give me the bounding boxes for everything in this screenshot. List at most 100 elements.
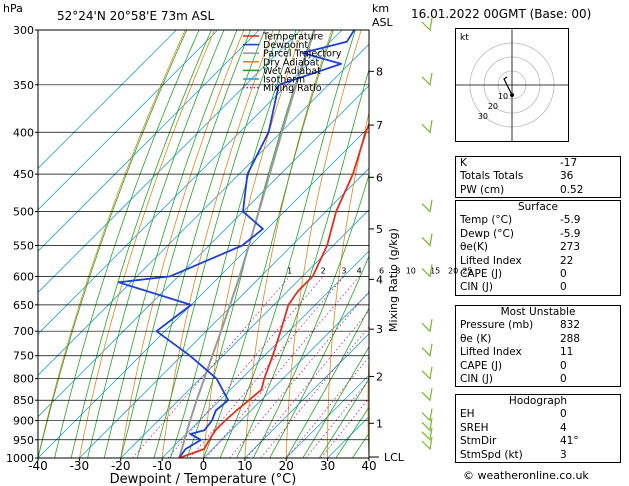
wet-adiabat-line [318,378,369,458]
wind-barb [421,17,433,32]
mixing-ratio-line [286,356,369,458]
isotherm-line [38,30,219,211]
legend-label: Isotherm [263,75,305,86]
hodograph-stats-row: EH 0 [460,408,567,421]
pressure-tick-label: 500 [13,206,34,219]
wind-barb [421,408,433,422]
mixing-ratio-line [167,276,324,458]
index-row: PW (cm) 0.52 [460,183,584,196]
skewt-profiles [117,30,369,458]
wet-adiabat-line [302,345,369,458]
mixing-ratio-label: 6 [379,266,384,275]
index-row: Totals Totals 36 [460,170,574,183]
wind-barb [421,427,433,442]
km-tick-label: 3 [376,323,383,336]
mixing-ratio-label: 1 [287,266,292,275]
most-unstable-box: Most Unstable Pressure (mb) 832 θe (K) 288… [455,305,621,388]
hodograph-stats-title: Hodograph [508,395,568,407]
hodograph-stats-row: SREH 4 [460,421,567,434]
mixing-ratio-axis-label: Mixing Ratio (g/kg) [387,228,400,332]
copyright[interactable]: © weatheronline.co.uk [463,469,589,482]
pressure-tick-label: 950 [13,434,34,447]
isotherm-line [38,30,343,335]
pressure-tick-label: 400 [13,126,34,139]
wind-barbs [421,17,433,451]
mixing-ratio-label: 20 [448,266,458,275]
skewt-axes: 3003504004505005506006507007508008509009… [6,24,383,473]
surface-title: Surface [517,201,558,213]
hodograph-stats-row: StmSpd (kt) 3 [460,448,567,461]
hodograph-ring-label: 30 [478,112,488,121]
km-tick-label: 4 [376,273,383,286]
km-tick-label: 8 [376,65,383,78]
dewpoint-line [117,30,356,458]
x-axis-label: Dewpoint / Temperature (°C) [110,472,297,486]
km-tick-label: 5 [376,223,383,236]
temperature-line [178,121,369,458]
asl-unit-label: ASL [372,16,394,29]
wet-adiabat-line [335,406,369,458]
pressure-unit-label: hPa [3,2,23,15]
km-tick-label: 1 [376,417,383,430]
hodograph-storm-marker [510,93,514,97]
km-tick-label: 6 [376,171,383,184]
pressure-tick-label: 900 [13,415,34,428]
wind-barb [421,199,433,213]
wind-barb [421,120,433,134]
wet-adiabat-line [54,30,200,458]
hodograph-kt-label: kt [460,33,469,43]
isotherm-line [203,291,369,458]
legend-label: Temperature [262,32,323,43]
dry-adiabat-line [203,30,303,458]
wind-barb [421,366,433,380]
mixing-ratio-label: 8 [395,266,400,275]
wind-barb [421,343,433,357]
temperature-tick-label: -40 [28,459,48,473]
pressure-tick-label: 650 [13,299,34,312]
mixing-ratio-label-group: 1 2 3 4 6 8 10 15 20 25 [287,266,472,275]
mixing-ratio-line [246,310,369,458]
isotherm-line [244,333,369,458]
wind-barb [421,264,433,278]
legend-label: Mixing Ratio [263,83,322,94]
surface-row: CAPE (J) 0 [460,268,567,281]
legend-label: Parcel Trajectory [263,49,342,60]
pressure-tick-label: 600 [13,270,34,283]
index-row: K -17 [460,157,578,169]
most-unstable-row: CIN (J) 0 [460,373,567,386]
isotherm-line [38,126,369,458]
mixing-ratio-line [189,276,345,458]
wind-barb [421,418,433,432]
datetime-title: 16.01.2022 00GMT (Base: 00) [411,7,592,21]
wet-adiabat-line [285,307,369,458]
isotherm-line [38,85,369,418]
isotherm-line [161,250,369,458]
temperature-tick-label: 20 [279,459,294,473]
wet-adiabat-line [153,30,281,458]
hodograph-ring-label: 20 [488,102,498,111]
most-unstable-row: CAPE (J) 0 [460,359,567,372]
surface-row: θe(K) 273 [460,241,581,254]
km-unit-label: km [372,2,389,15]
mixing-ratio-label: 3 [341,266,346,275]
lcl-label: LCL [384,451,405,464]
pressure-tick-label: 1000 [6,452,34,465]
temperature-tick-label: -30 [70,459,90,473]
hodograph-svg: kt 10 20 30 [456,29,568,141]
mixing-ratio-label: 15 [430,266,440,275]
mixing-ratio-label: 4 [357,266,362,275]
legend-label: Dewpoint [263,40,308,51]
isotherm-line [38,30,260,252]
dry-adiabat-line [38,30,186,458]
mixing-ratio-label: 10 [406,266,416,275]
surface-row: Lifted Index 22 [460,254,574,267]
isotherm-line [38,30,301,294]
most-unstable-row: Pressure (mb) 832 [460,319,581,332]
parcel-trajectory-line [178,30,316,458]
location-title: 52°24'N 20°58'E 73m ASL [57,9,214,23]
pressure-tick-label: 350 [13,79,34,92]
wet-adiabat-line [103,30,238,458]
wet-adiabat-line [120,30,251,458]
dry-adiabat-line [327,110,369,458]
